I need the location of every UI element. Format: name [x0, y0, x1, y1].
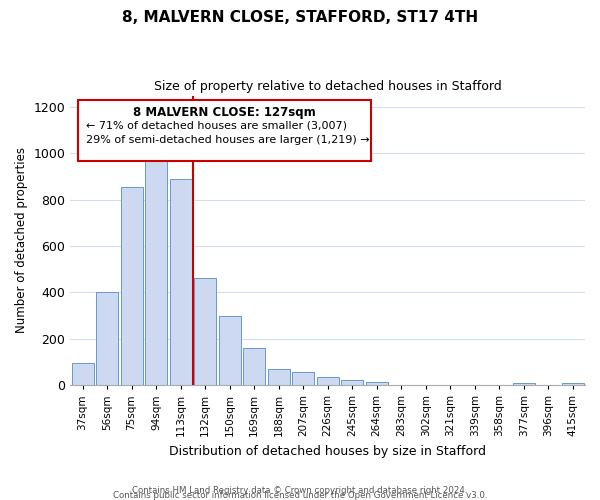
Bar [170, 179, 191, 385]
X-axis label: Distribution of detached houses by size in Stafford: Distribution of detached houses by size … [169, 444, 486, 458]
Text: 29% of semi-detached houses are larger (1,219) →: 29% of semi-detached houses are larger (… [86, 134, 370, 144]
Text: Contains HM Land Registry data © Crown copyright and database right 2024.: Contains HM Land Registry data © Crown c… [132, 486, 468, 495]
Bar [317, 377, 338, 385]
Text: ← 71% of detached houses are smaller (3,007): ← 71% of detached houses are smaller (3,… [86, 120, 347, 130]
Bar [341, 380, 363, 385]
FancyBboxPatch shape [78, 100, 371, 160]
Y-axis label: Number of detached properties: Number of detached properties [15, 148, 28, 334]
Bar [121, 187, 143, 385]
Text: 8, MALVERN CLOSE, STAFFORD, ST17 4TH: 8, MALVERN CLOSE, STAFFORD, ST17 4TH [122, 10, 478, 25]
Bar [145, 160, 167, 385]
Bar [268, 369, 290, 385]
Bar [71, 363, 94, 385]
Bar [512, 382, 535, 385]
Bar [218, 316, 241, 385]
Bar [243, 348, 265, 385]
Bar [365, 382, 388, 385]
Bar [96, 292, 118, 385]
Title: Size of property relative to detached houses in Stafford: Size of property relative to detached ho… [154, 80, 502, 93]
Text: Contains public sector information licensed under the Open Government Licence v3: Contains public sector information licen… [113, 490, 487, 500]
Bar [194, 278, 216, 385]
Text: 8 MALVERN CLOSE: 127sqm: 8 MALVERN CLOSE: 127sqm [133, 106, 316, 118]
Bar [562, 382, 584, 385]
Bar [292, 372, 314, 385]
